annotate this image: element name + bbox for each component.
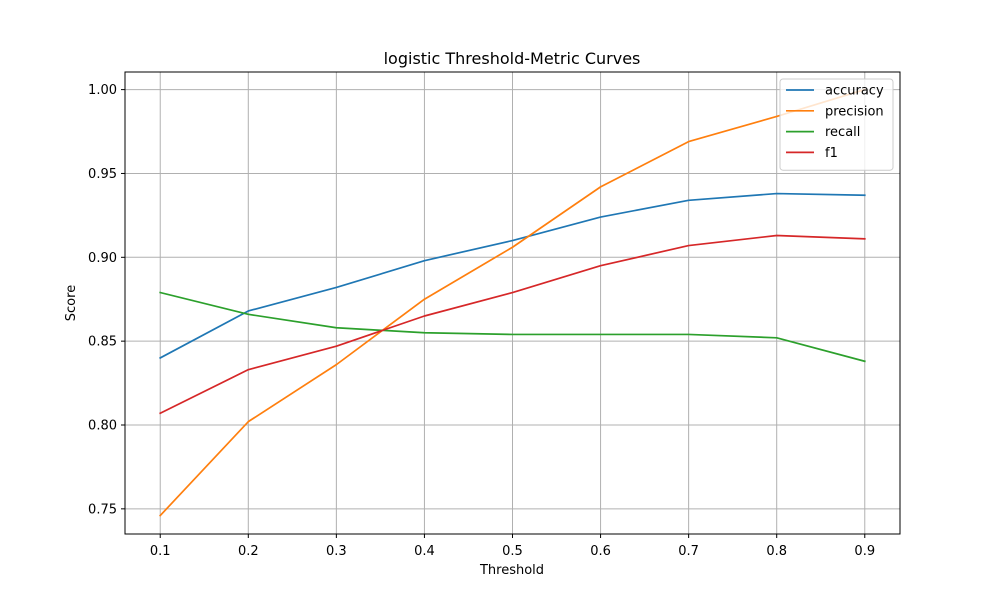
series-line-f1 [159,234,866,415]
series-line-precision [159,88,866,517]
x-tick-label: 0.1 [150,544,171,559]
y-tick-label: 0.80 [88,418,117,433]
legend-label-precision: precision [825,104,884,119]
legend: accuracy precision recall f1 [779,78,894,171]
x-tick-label: 0.3 [326,544,347,559]
y-axis-ticks: 0.75 0.80 0.85 0.90 0.95 1.00 [88,83,125,517]
y-tick-label: 0.85 [88,335,117,350]
legend-label-f1: f1 [825,146,838,161]
series-layer [159,88,866,517]
x-tick-label: 0.9 [854,544,875,559]
chart-title: logistic Threshold-Metric Curves [384,49,641,68]
x-tick-label: 0.6 [590,544,611,559]
legend-label-recall: recall [825,125,860,140]
y-tick-label: 0.90 [88,251,117,266]
grid [125,72,900,534]
legend-box [779,78,894,171]
y-tick-label: 0.75 [88,502,117,517]
y-tick-label: 0.95 [88,167,117,182]
series-line-recall [159,291,866,363]
x-tick-label: 0.8 [766,544,787,559]
series-line-accuracy [159,192,866,360]
x-tick-label: 0.5 [502,544,523,559]
y-axis-label: Score [64,285,79,321]
y-tick-label: 1.00 [88,83,117,98]
x-tick-label: 0.4 [414,544,435,559]
legend-label-accuracy: accuracy [825,84,884,99]
x-tick-label: 0.7 [678,544,699,559]
x-axis-label: Threshold [479,563,544,578]
x-axis-ticks: 0.1 0.2 0.3 0.4 0.5 0.6 0.7 0.8 0.9 [150,534,875,559]
x-tick-label: 0.2 [238,544,259,559]
